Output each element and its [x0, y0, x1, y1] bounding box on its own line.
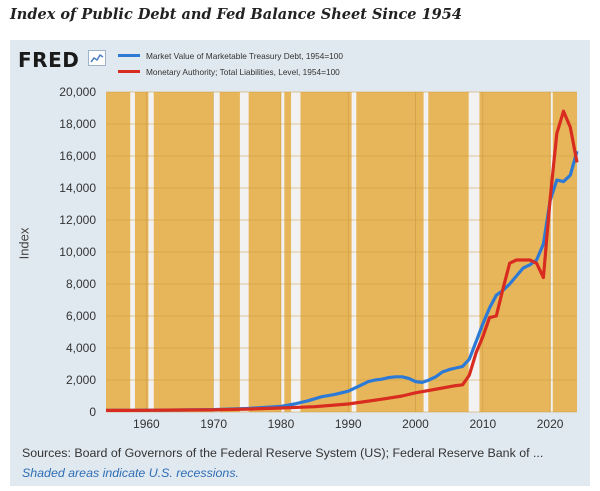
y-tick-label-1: 2,000: [66, 373, 96, 387]
chart-panel: FRED Market Value of Marketable Treasury…: [10, 40, 590, 486]
gridlines: [106, 91, 577, 413]
chart-legend: Market Value of Marketable Treasury Debt…: [118, 49, 343, 81]
chart-plot: 0 2,000 4,000 6,000 8,000 10,000 12,000 14,000 1…: [59, 85, 579, 431]
y-tick-label-9: 18,000: [59, 117, 96, 131]
y-tick-label-7: 14,000: [59, 181, 96, 195]
line-chart-icon: [88, 50, 106, 66]
y-tick-label-3: 6,000: [66, 309, 96, 323]
x-tick-label-1: 1970: [200, 417, 227, 431]
legend-label-treasury: Market Value of Marketable Treasury Debt…: [146, 51, 344, 61]
legend-label-fed: Monetary Authority; Total Liabilities, L…: [146, 67, 340, 77]
x-tick-labels: 1960 1970 1980 1990 2000 2010 2020: [133, 417, 564, 431]
series-line-1[interactable]: [105, 109, 579, 412]
legend-swatch-fed: [118, 70, 140, 73]
y-tick-label-8: 16,000: [59, 149, 96, 163]
fred-logo[interactable]: FRED: [18, 48, 80, 72]
y-tick-labels: 0 2,000 4,000 6,000 8,000 10,000 12,000 14,000 1…: [59, 85, 96, 419]
x-tick-label-4: 2000: [402, 417, 429, 431]
recession-note[interactable]: Shaded areas indicate U.S. recessions.: [22, 466, 239, 480]
y-tick-label-10: 20,000: [59, 85, 96, 99]
x-tick-label-3: 1990: [335, 417, 362, 431]
series-line-0[interactable]: [105, 150, 579, 412]
y-tick-label-4: 8,000: [66, 277, 96, 291]
legend-item-fed[interactable]: Monetary Authority; Total Liabilities, L…: [118, 65, 343, 81]
y-tick-label-2: 4,000: [66, 341, 96, 355]
x-tick-label-6: 2020: [537, 417, 564, 431]
source-text: Sources: Board of Governors of the Feder…: [22, 446, 544, 460]
legend-swatch-treasury: [118, 54, 140, 57]
x-tick-label-5: 2010: [469, 417, 496, 431]
y-tick-label-0: 0: [89, 405, 96, 419]
legend-item-treasury[interactable]: Market Value of Marketable Treasury Debt…: [118, 49, 343, 65]
y-tick-label-6: 12,000: [59, 213, 96, 227]
y-tick-label-5: 10,000: [59, 245, 96, 259]
series-lines: [105, 109, 579, 412]
x-tick-label-0: 1960: [133, 417, 160, 431]
page-title: Index of Public Debt and Fed Balance She…: [10, 6, 462, 23]
x-tick-label-2: 1980: [268, 417, 295, 431]
